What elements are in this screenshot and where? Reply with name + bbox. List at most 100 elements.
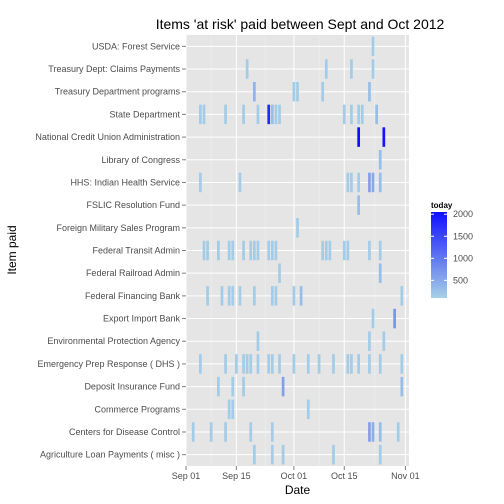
y-tick-label: Deposit Insurance Fund <box>84 382 180 392</box>
data-tile <box>274 240 278 261</box>
data-tile <box>202 104 206 125</box>
data-tile <box>242 240 245 261</box>
data-tile <box>396 422 400 442</box>
y-axis: USDA: Forest Service Treasury Dept: Claim… <box>35 41 186 460</box>
data-tile <box>231 399 235 420</box>
data-tile <box>227 399 231 420</box>
data-tile <box>274 104 278 125</box>
legend-tick-label: 500 <box>453 275 468 285</box>
data-tiles <box>191 36 404 465</box>
data-tile <box>206 240 209 261</box>
data-tile <box>382 331 386 351</box>
data-tile <box>227 240 231 261</box>
data-tile <box>278 104 281 125</box>
y-tick-label: Commerce Programs <box>94 404 180 414</box>
data-tile <box>346 354 350 374</box>
data-tile <box>256 354 260 374</box>
data-tile <box>252 444 256 465</box>
data-tile <box>368 422 371 442</box>
data-tile <box>252 286 256 306</box>
data-tile <box>324 59 328 79</box>
data-tile <box>400 376 404 397</box>
data-tile <box>217 240 220 261</box>
data-tile <box>328 240 332 261</box>
data-tile <box>224 422 227 442</box>
data-tile <box>238 172 242 193</box>
data-tile <box>371 59 375 79</box>
data-tile <box>378 354 382 374</box>
x-axis-title: Date <box>285 483 311 497</box>
y-tick-label: National Credit Union Administration <box>35 132 180 142</box>
data-tile <box>350 59 353 79</box>
data-tile <box>202 240 206 261</box>
data-tile <box>350 354 353 374</box>
data-tile <box>235 354 238 374</box>
data-tile <box>371 36 375 57</box>
data-tile <box>270 354 274 374</box>
data-tile <box>292 354 296 374</box>
data-tile <box>296 81 299 102</box>
data-tile <box>249 354 253 374</box>
data-tile <box>357 127 360 147</box>
data-tile <box>296 218 299 238</box>
data-tile <box>357 354 360 374</box>
data-tile <box>199 172 202 193</box>
data-tile <box>368 81 371 102</box>
legend-tick-label: 2000 <box>453 209 473 219</box>
data-tile <box>267 240 271 261</box>
data-tile <box>342 104 346 125</box>
data-tile <box>224 104 227 125</box>
y-tick-label: Foreign Military Sales Program <box>56 223 180 233</box>
y-tick-label: FSLIC Resolution Fund <box>86 200 180 210</box>
data-tile <box>267 104 271 125</box>
data-tile <box>224 354 227 374</box>
data-tile <box>249 240 253 261</box>
data-tile <box>368 240 371 261</box>
data-tile <box>346 240 350 261</box>
data-tile <box>231 286 235 306</box>
legend-title: today <box>431 201 453 210</box>
data-tile <box>378 444 382 465</box>
x-tick-label: Sep 15 <box>222 471 251 481</box>
data-tile <box>274 286 278 306</box>
data-tile <box>206 286 209 306</box>
legend-tick-label: 1500 <box>453 231 473 241</box>
data-tile <box>231 240 235 261</box>
data-tile <box>242 354 245 374</box>
data-tile <box>299 286 303 306</box>
data-tile <box>217 376 220 397</box>
y-tick-label: HHS: Indian Health Service <box>70 177 180 187</box>
data-tile <box>350 104 353 125</box>
data-tile <box>400 354 404 374</box>
y-tick-label: Centers for Disease Control <box>69 427 180 437</box>
data-tile <box>306 399 310 420</box>
data-tile <box>378 422 382 442</box>
data-tile <box>292 81 296 102</box>
data-tile <box>270 422 274 442</box>
data-tile <box>317 354 321 374</box>
y-tick-label: Environmental Protection Agency <box>47 336 180 346</box>
data-tile <box>278 263 281 283</box>
data-tile <box>270 104 274 125</box>
y-axis-title: Item paid <box>5 225 19 274</box>
data-tile <box>357 195 360 215</box>
data-tile <box>346 172 350 193</box>
data-tile <box>249 422 253 442</box>
data-tile <box>256 104 260 125</box>
data-tile <box>238 286 242 306</box>
y-tick-label: Export Import Bank <box>103 314 181 324</box>
data-tile <box>242 104 245 125</box>
y-tick-label: USDA: Forest Service <box>92 41 180 51</box>
data-tile <box>368 354 371 374</box>
data-tile <box>357 104 360 125</box>
data-tile <box>378 172 382 193</box>
data-tile <box>245 354 249 374</box>
x-axis: Sep 01 Sep 15 Oct 01 Oct 15 Nov 01 <box>172 466 420 481</box>
data-tile <box>378 263 382 283</box>
y-tick-label: Agriculture Loan Payments ( misc ) <box>40 450 180 460</box>
data-tile <box>357 172 360 193</box>
x-tick-label: Oct 01 <box>281 471 308 481</box>
data-tile <box>332 354 335 374</box>
y-tick-label: Federal Railroad Admin <box>86 268 180 278</box>
